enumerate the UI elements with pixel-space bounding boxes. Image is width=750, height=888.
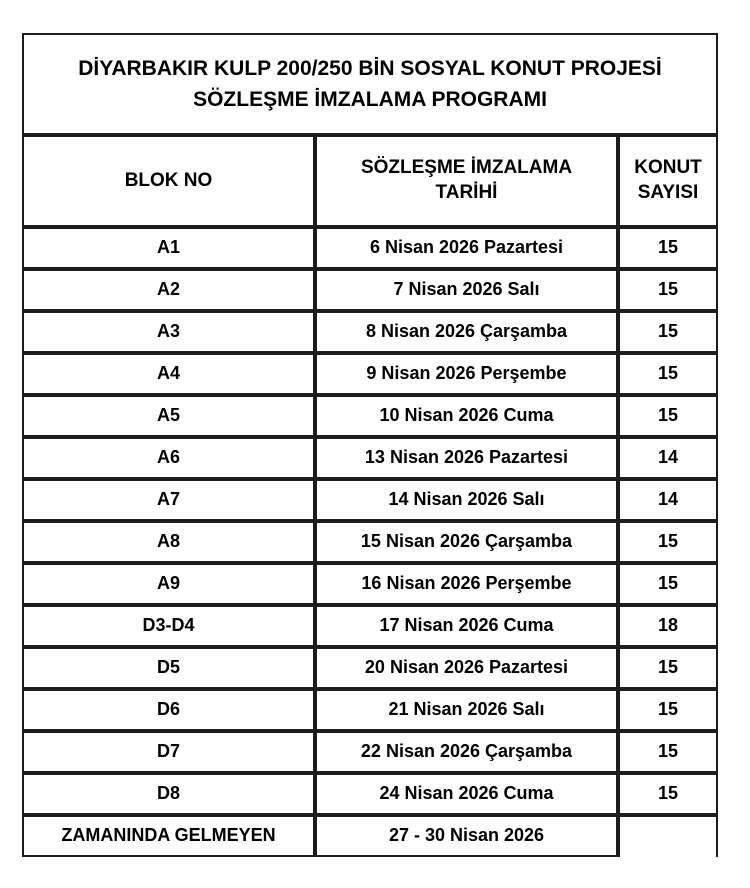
sozlesme-tarihi-cell: 14 Nisan 2026 Salı xyxy=(315,479,618,521)
sozlesme-tarihi-cell: 21 Nisan 2026 Salı xyxy=(315,689,618,731)
blok-no-cell: A1 xyxy=(22,227,315,269)
table-title-line2: SÖZLEŞME İMZALAMA PROGRAMI xyxy=(193,88,547,111)
sozlesme-tarihi-cell: 7 Nisan 2026 Salı xyxy=(315,269,618,311)
table-row: A4 9 Nisan 2026 Perşembe 15 xyxy=(22,353,719,395)
header-row: BLOK NO SÖZLEŞME İMZALAMA TARİHİ KONUT S… xyxy=(22,135,719,227)
table-row: A7 14 Nisan 2026 Salı 14 xyxy=(22,479,719,521)
konut-sayisi-cell: 14 xyxy=(618,437,719,479)
column-header-blok-no: BLOK NO xyxy=(22,135,315,227)
table-row: A3 8 Nisan 2026 Çarşamba 15 xyxy=(22,311,719,353)
blok-no-cell: ZAMANINDA GELMEYEN xyxy=(22,815,315,857)
blok-no-cell: D3-D4 xyxy=(22,605,315,647)
sozlesme-tarihi-cell: 22 Nisan 2026 Çarşamba xyxy=(315,731,618,773)
blok-no-cell: A3 xyxy=(22,311,315,353)
blok-no-cell: A4 xyxy=(22,353,315,395)
sozlesme-tarihi-cell: 8 Nisan 2026 Çarşamba xyxy=(315,311,618,353)
blok-no-cell: D6 xyxy=(22,689,315,731)
blok-no-cell: A2 xyxy=(22,269,315,311)
blok-no-cell: A8 xyxy=(22,521,315,563)
table-row: A1 6 Nisan 2026 Pazartesi 15 xyxy=(22,227,719,269)
table-row: D7 22 Nisan 2026 Çarşamba 15 xyxy=(22,731,719,773)
contract-signing-schedule-table: DİYARBAKIR KULP 200/250 BİN SOSYAL KONUT… xyxy=(22,33,719,857)
blok-no-cell: A9 xyxy=(22,563,315,605)
konut-sayisi-cell: 15 xyxy=(618,647,719,689)
title-row: DİYARBAKIR KULP 200/250 BİN SOSYAL KONUT… xyxy=(22,33,719,135)
blok-no-cell: D7 xyxy=(22,731,315,773)
table-title-line1: DİYARBAKIR KULP 200/250 BİN SOSYAL KONUT… xyxy=(78,56,662,80)
sozlesme-tarihi-cell: 27 - 30 Nisan 2026 xyxy=(315,815,618,857)
sozlesme-tarihi-cell: 13 Nisan 2026 Pazartesi xyxy=(315,437,618,479)
column-header-konut-sayisi: KONUT SAYISI xyxy=(618,135,719,227)
table-row: D5 20 Nisan 2026 Pazartesi 15 xyxy=(22,647,719,689)
column-header-konut-sayisi-label: KONUT SAYISI xyxy=(634,157,702,203)
konut-sayisi-cell: 15 xyxy=(618,689,719,731)
konut-sayisi-cell: 18 xyxy=(618,605,719,647)
konut-sayisi-cell: 15 xyxy=(618,353,719,395)
column-header-sozlesme-tarihi: SÖZLEŞME İMZALAMA TARİHİ xyxy=(315,135,618,227)
konut-sayisi-cell: 15 xyxy=(618,773,719,815)
table-row: ZAMANINDA GELMEYEN 27 - 30 Nisan 2026 xyxy=(22,815,719,857)
table-row: A5 10 Nisan 2026 Cuma 15 xyxy=(22,395,719,437)
konut-sayisi-cell: 15 xyxy=(618,521,719,563)
sozlesme-tarihi-cell: 20 Nisan 2026 Pazartesi xyxy=(315,647,618,689)
konut-sayisi-cell: 15 xyxy=(618,311,719,353)
table-row: A6 13 Nisan 2026 Pazartesi 14 xyxy=(22,437,719,479)
konut-sayisi-cell: 15 xyxy=(618,563,719,605)
blok-no-cell: A5 xyxy=(22,395,315,437)
blok-no-cell: D5 xyxy=(22,647,315,689)
sozlesme-tarihi-cell: 24 Nisan 2026 Cuma xyxy=(315,773,618,815)
sozlesme-tarihi-cell: 6 Nisan 2026 Pazartesi xyxy=(315,227,618,269)
konut-sayisi-cell: 15 xyxy=(618,269,719,311)
table-row: D8 24 Nisan 2026 Cuma 15 xyxy=(22,773,719,815)
table-row: D3-D4 17 Nisan 2026 Cuma 18 xyxy=(22,605,719,647)
sozlesme-tarihi-cell: 10 Nisan 2026 Cuma xyxy=(315,395,618,437)
sozlesme-tarihi-cell: 17 Nisan 2026 Cuma xyxy=(315,605,618,647)
blok-no-cell: A7 xyxy=(22,479,315,521)
konut-sayisi-cell: 14 xyxy=(618,479,719,521)
table-row: A9 16 Nisan 2026 Perşembe 15 xyxy=(22,563,719,605)
konut-sayisi-cell xyxy=(618,815,719,857)
table-title: DİYARBAKIR KULP 200/250 BİN SOSYAL KONUT… xyxy=(22,33,719,135)
sozlesme-tarihi-cell: 9 Nisan 2026 Perşembe xyxy=(315,353,618,395)
konut-sayisi-cell: 15 xyxy=(618,395,719,437)
column-header-sozlesme-tarihi-label: SÖZLEŞME İMZALAMA TARİHİ xyxy=(360,157,573,203)
konut-sayisi-cell: 15 xyxy=(618,731,719,773)
blok-no-cell: A6 xyxy=(22,437,315,479)
sozlesme-tarihi-cell: 16 Nisan 2026 Perşembe xyxy=(315,563,618,605)
sozlesme-tarihi-cell: 15 Nisan 2026 Çarşamba xyxy=(315,521,618,563)
blok-no-cell: D8 xyxy=(22,773,315,815)
table-row: A2 7 Nisan 2026 Salı 15 xyxy=(22,269,719,311)
konut-sayisi-cell: 15 xyxy=(618,227,719,269)
table-row: A8 15 Nisan 2026 Çarşamba 15 xyxy=(22,521,719,563)
column-header-blok-no-label: BLOK NO xyxy=(124,169,213,191)
table-row: D6 21 Nisan 2026 Salı 15 xyxy=(22,689,719,731)
